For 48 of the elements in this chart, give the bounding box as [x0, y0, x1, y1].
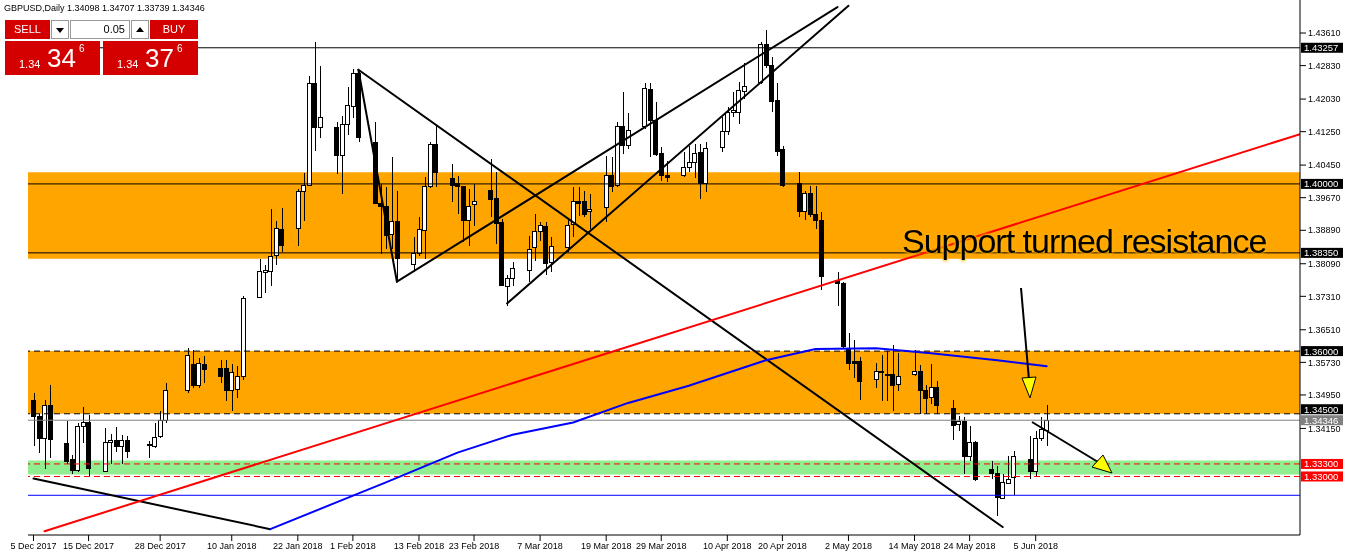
y-tick-label: 1.41250: [1308, 126, 1341, 137]
x-tick-label: 5 Dec 2017: [10, 541, 57, 552]
x-tick-label: 22 Jan 2018: [273, 541, 323, 552]
x-tick-label: 29 Mar 2018: [635, 541, 687, 552]
x-tick-label: 28 Dec 2017: [134, 541, 186, 552]
annotation: 6: [177, 43, 183, 54]
annotation: 37: [145, 43, 174, 74]
y-tick-label: 1.35730: [1308, 357, 1341, 368]
ref-line-label: 1.33000: [1304, 470, 1339, 482]
annotation: 1.34: [117, 58, 139, 70]
annotation: BUY: [150, 20, 198, 39]
ref-line-label: 1.43257: [1304, 42, 1339, 54]
y-tick-label: 1.39670: [1308, 192, 1341, 203]
y-tick-label: 1.34150: [1308, 423, 1341, 434]
y-tick-label: 1.40450: [1308, 160, 1341, 171]
x-tick-label: 10 Apr 2018: [703, 541, 752, 552]
x-tick-label: 13 Feb 2018: [393, 541, 445, 552]
y-tick-label: 1.38890: [1308, 225, 1341, 236]
ref-line-label: 1.36000: [1304, 345, 1339, 357]
x-tick-label: 19 Mar 2018: [580, 541, 632, 552]
annotation: 1.34: [19, 58, 41, 70]
x-tick-label: 1 Feb 2018: [330, 541, 376, 552]
ref-line-label: 1.38350: [1304, 247, 1339, 259]
annotation: SELL: [5, 20, 50, 39]
y-tick-label: 1.42030: [1308, 94, 1341, 105]
annotation: 0.05: [70, 20, 130, 39]
chart-title: GBPUSD,Daily 1.34098 1.34707 1.33739 1.34346: [4, 3, 205, 13]
x-tick-label: 24 May 2018: [943, 541, 996, 552]
y-tick-label: 1.43610: [1308, 28, 1341, 39]
y-tick-label: 1.36510: [1308, 324, 1341, 335]
ref-line-label: 1.40000: [1304, 178, 1339, 190]
x-tick-label: 7 Mar 2018: [517, 541, 563, 552]
ref-line-label: 1.34500: [1304, 403, 1339, 415]
x-tick-label: 15 Dec 2017: [63, 541, 115, 552]
x-tick-label: 20 Apr 2018: [758, 541, 807, 552]
y-tick-label: 1.34950: [1308, 390, 1341, 401]
annotation: 34: [47, 43, 76, 74]
x-tick-label: 2 May 2018: [824, 541, 872, 552]
x-tick-label: 10 Jan 2018: [206, 541, 257, 552]
x-tick-label: 5 Jun 2018: [1013, 541, 1058, 552]
y-tick-label: 1.42830: [1308, 60, 1341, 71]
ref-line-label: 1.34346: [1304, 414, 1339, 426]
y-tick-label: 1.38090: [1308, 258, 1341, 269]
annotation: 6: [79, 43, 85, 54]
ref-line-label: 1.33300: [1304, 458, 1339, 470]
y-tick-label: 1.37310: [1308, 291, 1341, 302]
x-tick-label: 14 May 2018: [888, 541, 941, 552]
x-tick-label: 23 Feb 2018: [448, 541, 500, 552]
